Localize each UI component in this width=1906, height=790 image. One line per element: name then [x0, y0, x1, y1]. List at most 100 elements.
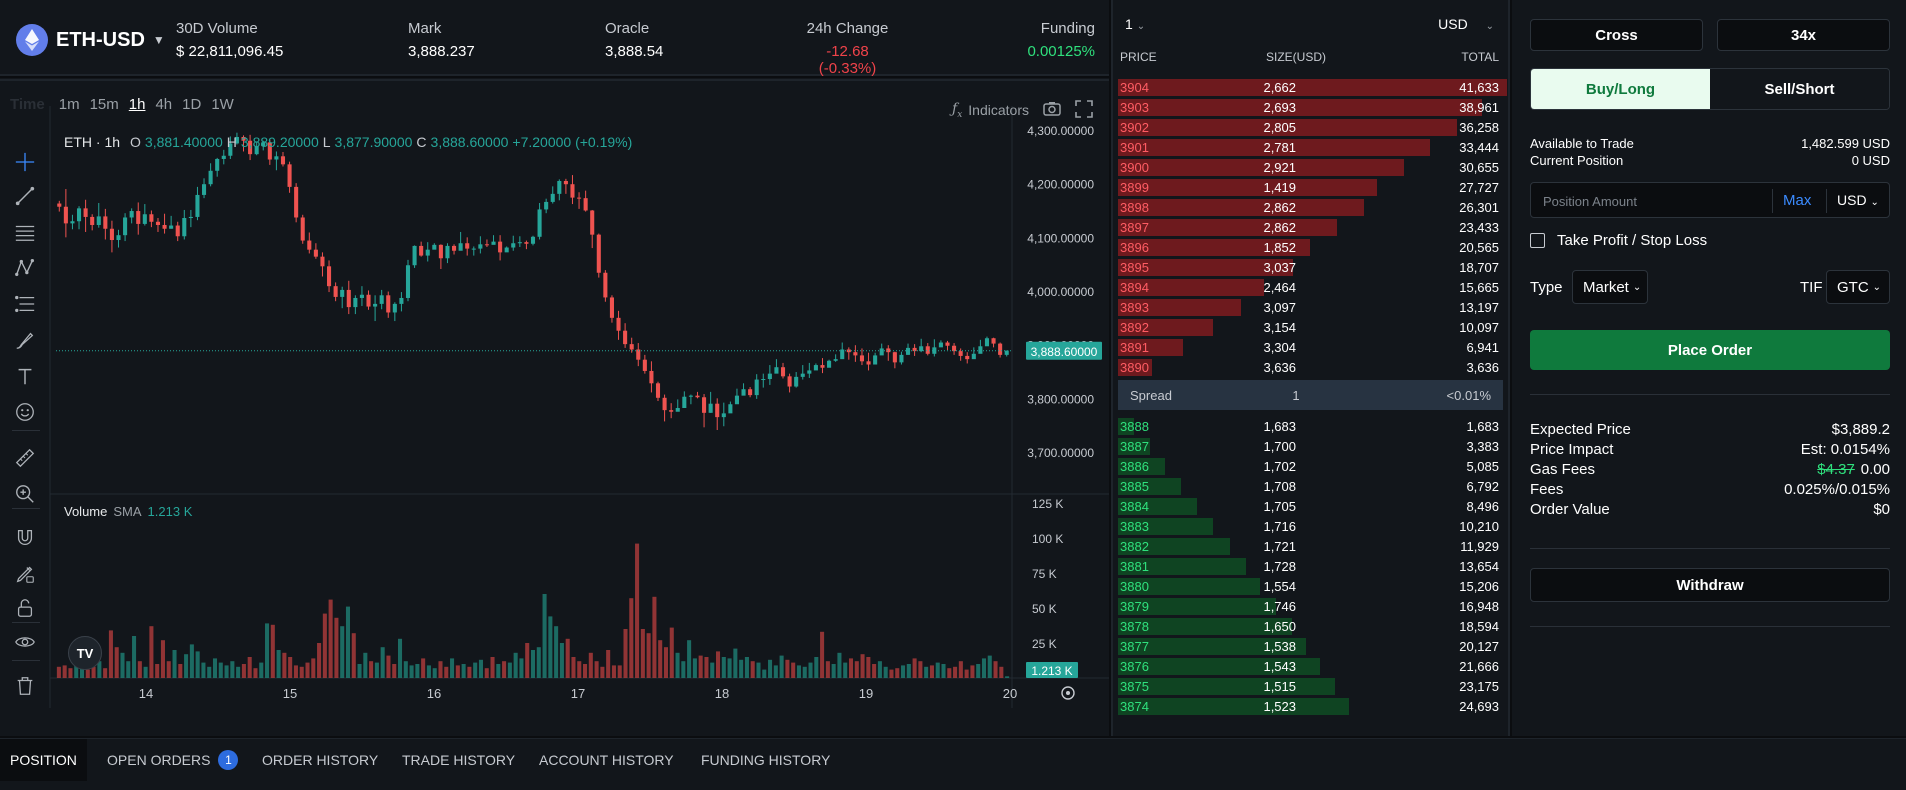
tab-funding-history[interactable]: FUNDING HISTORY: [701, 752, 831, 768]
volume-bar: [744, 657, 749, 678]
max-button[interactable]: Max: [1783, 192, 1812, 209]
order-type-select[interactable]: Market ⌄: [1572, 270, 1648, 304]
ask-row[interactable]: 3894 2,464 15,665: [1118, 279, 1499, 296]
bid-row[interactable]: 3888 1,683 1,683: [1118, 418, 1499, 435]
horizontal-lines-icon[interactable]: [13, 220, 37, 244]
lock-drawing-icon[interactable]: [13, 562, 37, 586]
position-amount-input[interactable]: [1543, 191, 1763, 211]
ask-row[interactable]: 3893 3,097 13,197: [1118, 299, 1499, 316]
timeframe-15m[interactable]: 15m: [89, 95, 119, 113]
bid-row[interactable]: 3877 1,538 20,127: [1118, 638, 1499, 655]
candle-body: [386, 295, 391, 313]
amount-unit-select[interactable]: USD ⌄: [1837, 192, 1879, 208]
chevron-down-icon: ⌄: [1872, 281, 1882, 293]
bid-row[interactable]: 3885 1,708 6,792: [1118, 478, 1499, 495]
ruler-icon[interactable]: [13, 446, 37, 470]
margin-mode-button[interactable]: Cross: [1530, 19, 1703, 51]
stat-label: Funding: [1040, 20, 1095, 37]
bid-row[interactable]: 3874 1,523 24,693: [1118, 698, 1499, 715]
tab-position[interactable]: POSITION: [0, 739, 87, 781]
ask-row[interactable]: 3896 1,852 20,565: [1118, 239, 1499, 256]
tab-account-history[interactable]: ACCOUNT HISTORY: [539, 752, 674, 768]
ask-row[interactable]: 3891 3,304 6,941: [1118, 339, 1499, 356]
bid-row[interactable]: 3884 1,705 8,496: [1118, 498, 1499, 515]
tab-open-orders[interactable]: OPEN ORDERS 1: [107, 739, 239, 781]
ask-row[interactable]: 3890 3,636 3,636: [1118, 359, 1499, 376]
ask-row[interactable]: 3904 2,662 41,633: [1118, 78, 1507, 97]
tab-sell-short[interactable]: Sell/Short: [1710, 69, 1889, 109]
camera-icon[interactable]: [1043, 101, 1061, 120]
tpsl-checkbox[interactable]: [1530, 233, 1545, 248]
volume-bar: [426, 665, 431, 678]
emoji-icon[interactable]: [13, 400, 37, 424]
volume-bar: [872, 664, 877, 678]
candle-body: [195, 194, 200, 217]
tab-trade-history[interactable]: TRADE HISTORY: [402, 752, 516, 768]
withdraw-button[interactable]: Withdraw: [1530, 568, 1890, 602]
timeframe-time[interactable]: Time: [10, 95, 45, 113]
timeframe-1d[interactable]: 1D: [182, 95, 202, 113]
ask-row[interactable]: 3895 3,037 18,707: [1118, 259, 1499, 276]
crosshair-icon[interactable]: [13, 150, 37, 174]
bid-row[interactable]: 3879 1,746 16,948: [1118, 598, 1499, 615]
text-icon[interactable]: [13, 364, 37, 388]
volume-bar: [611, 665, 616, 678]
divider: [1530, 548, 1890, 549]
magnet-icon[interactable]: [13, 526, 37, 550]
bid-row[interactable]: 3886 1,702 5,085: [1118, 458, 1499, 475]
bid-row[interactable]: 3875 1,515 23,175: [1118, 678, 1499, 695]
market-selector[interactable]: ETH-USD ▼: [16, 24, 165, 56]
ask-row[interactable]: 3892 3,154 10,097: [1118, 319, 1499, 336]
timeframe-1m[interactable]: 1m: [58, 95, 80, 113]
pattern-icon[interactable]: [13, 256, 37, 280]
trend-line-icon[interactable]: [13, 184, 37, 208]
candle-body: [623, 330, 628, 345]
ask-row[interactable]: 3900 2,921 30,655: [1118, 159, 1499, 176]
bid-row[interactable]: 3880 1,554 15,206: [1118, 578, 1499, 595]
ask-row[interactable]: 3902 2,805 36,258: [1118, 119, 1499, 136]
ask-row[interactable]: 3901 2,781 33,444: [1118, 139, 1499, 156]
zoom-in-icon[interactable]: [13, 482, 37, 506]
volume-bar: [293, 665, 298, 678]
bid-row[interactable]: 3883 1,716 10,210: [1118, 518, 1499, 535]
bid-row[interactable]: 3878 1,650 18,594: [1118, 618, 1499, 635]
bid-row[interactable]: 3887 1,700 3,383: [1118, 438, 1499, 455]
timeframe-4h[interactable]: 4h: [155, 95, 173, 113]
row-total: 21,666: [1459, 659, 1499, 674]
candle-body: [313, 249, 318, 257]
price-chart[interactable]: 4,300.00000 4,200.00000 4,100.00000 4,000.0…: [0, 78, 1109, 736]
bid-row[interactable]: 3876 1,543 21,666: [1118, 658, 1499, 675]
bid-row[interactable]: 3882 1,721 11,929: [1118, 538, 1499, 555]
tif-select[interactable]: GTC ⌄: [1826, 270, 1890, 304]
currency-select[interactable]: USD ⌄: [1438, 16, 1494, 32]
settings-gear-icon[interactable]: [1061, 686, 1075, 700]
depth-bar: [1118, 99, 1483, 116]
unlock-icon[interactable]: [13, 596, 37, 620]
fees-label: Fees: [1530, 481, 1564, 498]
row-total: 11,929: [1460, 539, 1499, 554]
tab-order-history[interactable]: ORDER HISTORY: [262, 752, 379, 768]
leverage-button[interactable]: 34x: [1717, 19, 1890, 51]
fullscreen-icon[interactable]: [1075, 100, 1093, 121]
time-tick-label: 20: [1003, 686, 1017, 701]
timeframe-bar: Time 1m 15m 1h 4h 1D 1W: [0, 90, 244, 118]
volume-bar: [779, 655, 784, 678]
trash-icon[interactable]: [13, 674, 37, 698]
eye-icon[interactable]: [13, 630, 37, 654]
ask-row[interactable]: 3898 2,862 26,301: [1118, 199, 1499, 216]
ask-row[interactable]: 3899 1,419 27,727: [1118, 179, 1499, 196]
tab-buy-long[interactable]: Buy/Long: [1531, 69, 1710, 109]
aggregation-select[interactable]: 1 ⌄: [1125, 16, 1145, 32]
ask-row[interactable]: 3897 2,862 23,433: [1118, 219, 1499, 236]
ask-row[interactable]: 3903 2,693 38,961: [1118, 99, 1499, 116]
fibonacci-icon[interactable]: [13, 292, 37, 316]
brush-icon[interactable]: [13, 328, 37, 352]
timeframe-1w[interactable]: 1W: [211, 95, 234, 113]
place-order-button[interactable]: Place Order: [1530, 330, 1890, 370]
indicators-button[interactable]: ƒx Indicators: [952, 101, 1029, 120]
tpsl-toggle[interactable]: Take Profit / Stop Loss: [1530, 232, 1707, 249]
bid-row[interactable]: 3881 1,728 13,654: [1118, 558, 1499, 575]
tradingview-logo[interactable]: TV: [68, 636, 102, 670]
tif-label: TIF: [1800, 279, 1823, 296]
timeframe-1h[interactable]: 1h: [128, 95, 146, 113]
